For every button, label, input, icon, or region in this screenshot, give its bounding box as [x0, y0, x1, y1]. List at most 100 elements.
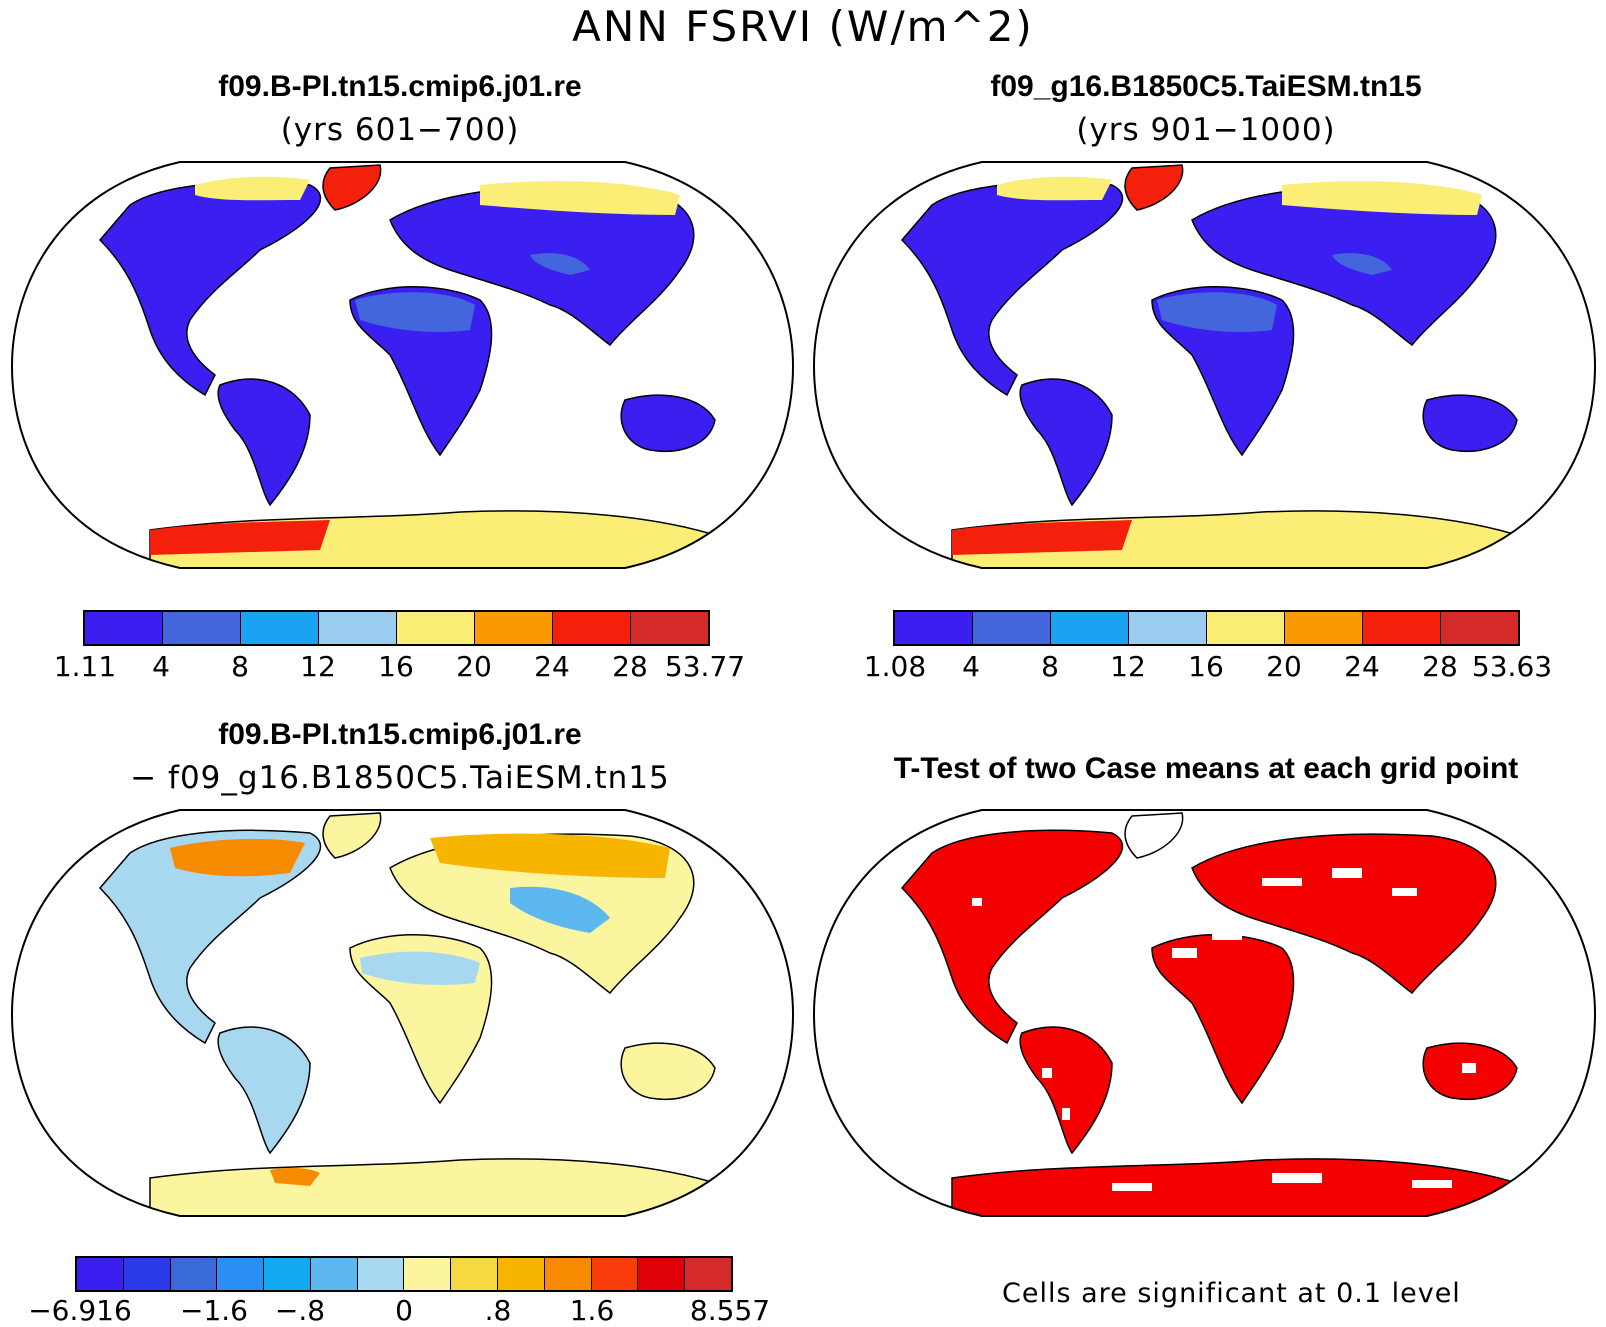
colorbar-cell	[310, 1258, 358, 1290]
land-antarctica-edge	[270, 1167, 320, 1186]
land-sahel-cool	[360, 951, 480, 985]
land-arctic-canada	[997, 176, 1112, 201]
land-antarctica	[149, 1158, 731, 1216]
panel-case1-subtitle: (yrs 601−700)	[280, 112, 520, 148]
colorbar-cell	[631, 612, 708, 644]
colorbar-tick-label: 20	[1266, 650, 1302, 683]
colorbar-cell	[217, 1258, 265, 1290]
colorbar-tick-label: 8	[231, 650, 249, 683]
colorbar-tick-label: 16	[378, 650, 414, 683]
land-eurasia	[1191, 833, 1497, 995]
map-difference	[10, 809, 795, 1217]
colorbar-cell	[1285, 612, 1363, 644]
land-south-america	[1019, 378, 1113, 507]
colorbar-cell	[475, 612, 553, 644]
land-greenland	[1124, 812, 1184, 859]
panel-diff-title: f09.B-PI.tn15.cmip6.j01.re	[218, 718, 582, 751]
land-north-america	[98, 181, 322, 397]
colorbar-cell	[1363, 612, 1441, 644]
colorbar-cell	[357, 1258, 405, 1290]
land-australia	[1422, 394, 1518, 452]
colorbar-tick-label: 4	[152, 650, 170, 683]
colorbar-tick-label: −.8	[274, 1294, 326, 1327]
colorbar-cell	[553, 612, 631, 644]
colorbar-cell	[397, 612, 475, 644]
colorbar-cell	[1207, 612, 1285, 644]
colorbar-tick-label: 28	[1422, 650, 1458, 683]
colorbar-cell	[1051, 612, 1129, 644]
colorbar-tick-label: 1.08	[863, 650, 927, 683]
colorbar-cell	[1129, 612, 1207, 644]
colorbar-tick-label: 0	[395, 1294, 413, 1327]
land-siberia-warm	[430, 833, 670, 878]
land-greenland	[322, 164, 382, 211]
colorbar-tick-label: 20	[456, 650, 492, 683]
colorbar-cell	[123, 1258, 171, 1290]
colorbar-cell	[895, 612, 973, 644]
colorbar-tick-label: 53.63	[1471, 650, 1553, 683]
land-africa	[1151, 934, 1295, 1105]
colorbar-cell	[170, 1258, 218, 1290]
land-arctic-canada	[195, 176, 310, 201]
land-siberia-band	[480, 181, 680, 215]
colorbar-cell	[544, 1258, 592, 1290]
land-central-asia-cool	[510, 886, 610, 933]
map-case1	[10, 161, 795, 569]
map-ttest	[812, 809, 1597, 1217]
colorbar-case1	[83, 610, 710, 646]
land-antarctica-edge	[952, 520, 1132, 555]
land-north-america	[98, 829, 322, 1045]
land-north-america	[900, 181, 1124, 397]
colorbar-cell	[638, 1258, 686, 1290]
colorbar-cell	[591, 1258, 639, 1290]
land-australia	[620, 394, 716, 452]
colorbar-tick-label: 53.77	[664, 650, 746, 683]
land-tibet	[530, 253, 590, 275]
colorbar-tick-label: 1.6	[569, 1294, 615, 1327]
colorbar-difference	[75, 1256, 733, 1292]
land-canada-warm	[170, 838, 305, 877]
colorbar-cell	[685, 1258, 731, 1290]
land-tibet	[1332, 253, 1392, 275]
land-sahara	[1157, 292, 1277, 332]
panel-diff-subtitle: − f09_g16.B1850C5.TaiESM.tn15	[130, 760, 670, 796]
colorbar-cell	[319, 612, 397, 644]
colorbar-tick-label: −6.916	[28, 1294, 132, 1327]
land-antarctica	[951, 1158, 1533, 1216]
panel-case1-title: f09.B-PI.tn15.cmip6.j01.re	[218, 70, 582, 103]
colorbar-cell	[85, 612, 163, 644]
colorbar-cell	[241, 612, 319, 644]
insignificant-cells	[972, 868, 1476, 1191]
colorbar-tick-label: −1.6	[180, 1294, 248, 1327]
colorbar-tick-label: .8	[484, 1294, 512, 1327]
colorbar-cell	[498, 1258, 545, 1290]
colorbar-case2	[893, 610, 1520, 646]
colorbar-cell	[404, 1258, 452, 1290]
land-siberia-band	[1282, 181, 1482, 215]
colorbar-tick-label: 8.557	[689, 1294, 771, 1327]
colorbar-tick-label: 1.11	[53, 650, 117, 683]
panel-ttest-title: T-Test of two Case means at each grid po…	[893, 752, 1519, 785]
colorbar-cell	[451, 1258, 499, 1290]
land-sahara	[355, 292, 475, 332]
colorbar-tick-label: 8	[1041, 650, 1059, 683]
colorbar-tick-label: 12	[1110, 650, 1146, 683]
panel-case2-subtitle: (yrs 901−1000)	[1076, 112, 1336, 148]
land-south-america	[1019, 1026, 1113, 1155]
colorbar-tick-label: 4	[962, 650, 980, 683]
colorbar-cell	[973, 612, 1051, 644]
land-south-america	[217, 1026, 311, 1155]
map-case2	[812, 161, 1597, 569]
land-greenland	[1124, 164, 1184, 211]
ttest-note: Cells are significant at 0.1 level	[1002, 1278, 1461, 1309]
colorbar-tick-label: 12	[300, 650, 336, 683]
land-greenland	[322, 812, 382, 859]
colorbar-cell	[1441, 612, 1518, 644]
colorbar-tick-label: 16	[1188, 650, 1224, 683]
land-australia	[620, 1042, 716, 1100]
colorbar-tick-label: 24	[1344, 650, 1380, 683]
land-south-america	[217, 378, 311, 507]
colorbar-tick-label: 28	[612, 650, 648, 683]
land-antarctica-edge	[150, 520, 330, 555]
panel-case2-title: f09_g16.B1850C5.TaiESM.tn15	[990, 70, 1422, 103]
